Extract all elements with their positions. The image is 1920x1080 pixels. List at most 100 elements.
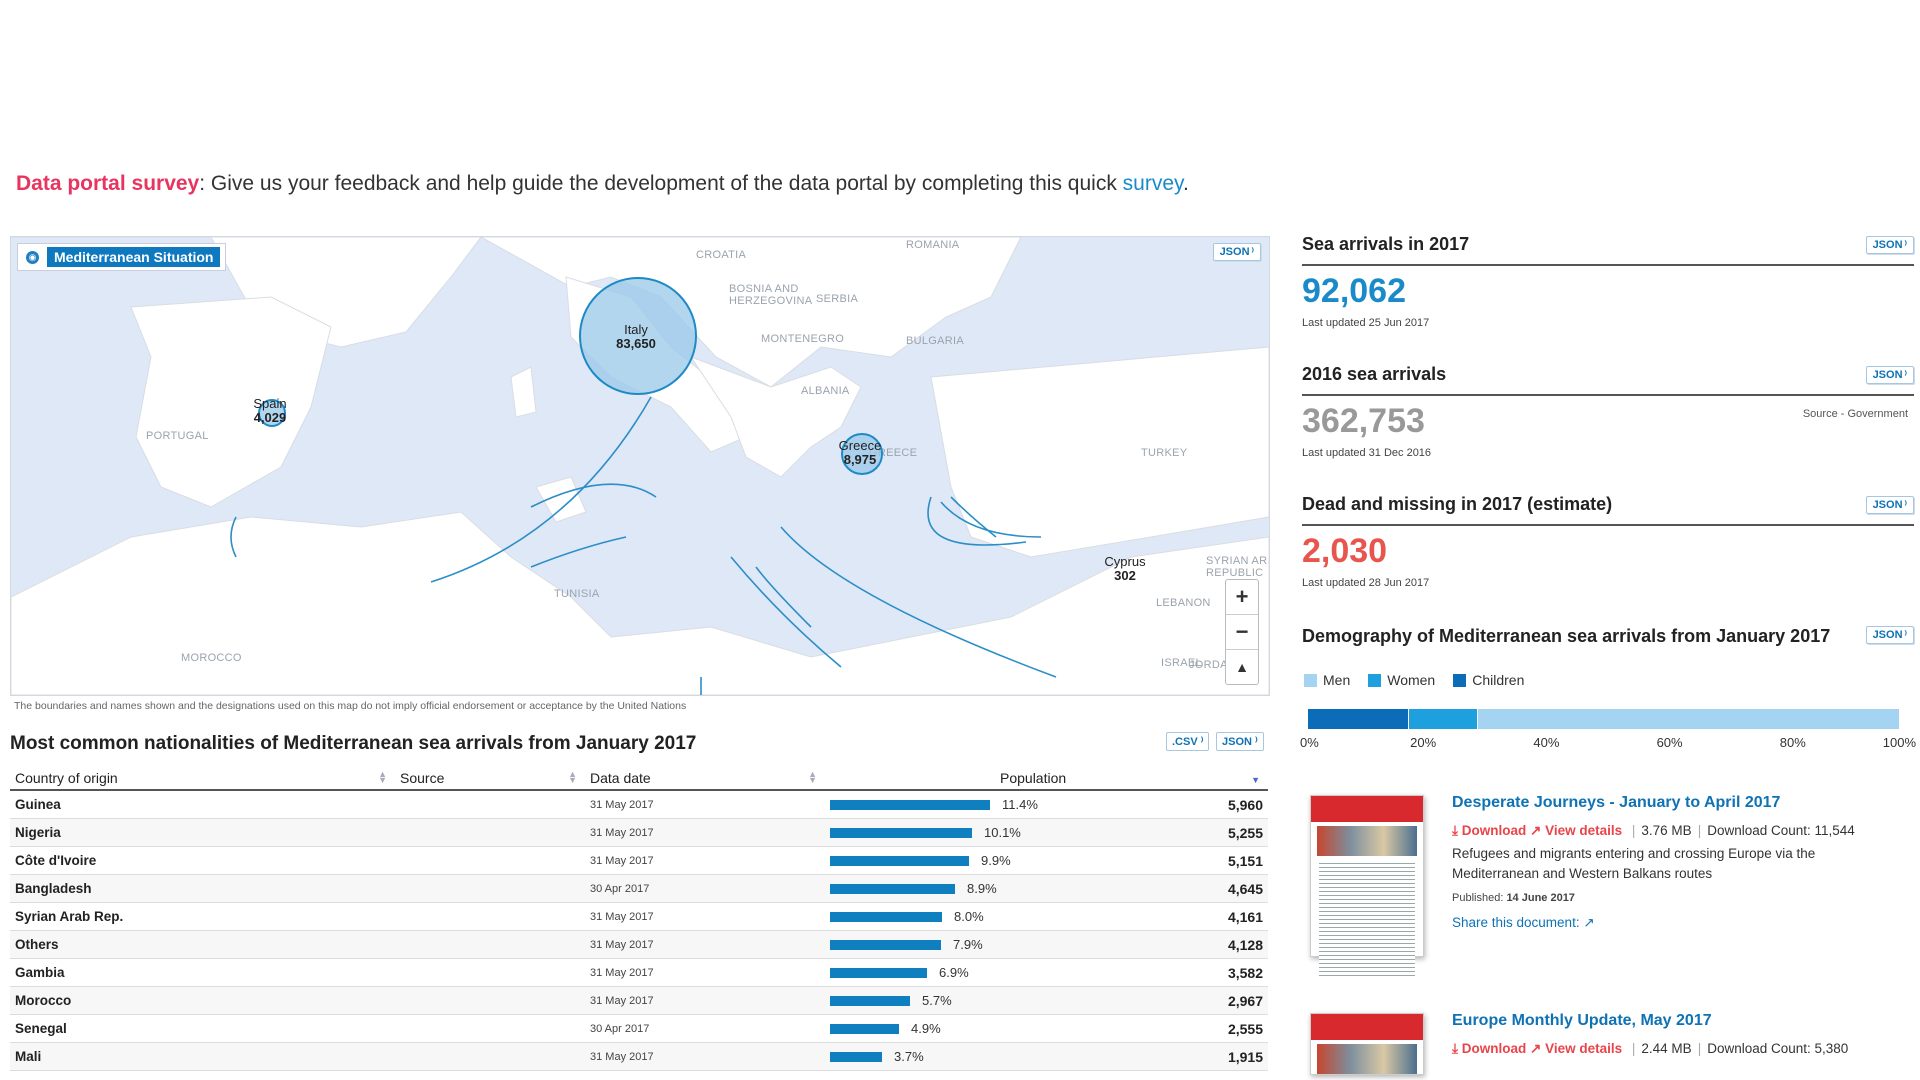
doc-count: Download Count: 11,544	[1707, 823, 1855, 838]
demography-title: Demography of Mediterranean sea arrivals…	[1302, 626, 1831, 646]
mediterranean-map[interactable]: ◉ Mediterranean Situation JSON ⁾ ROMANIA …	[10, 236, 1270, 696]
cell-date: 31 May 2017	[585, 818, 825, 847]
cell-country: Nigeria	[10, 818, 395, 847]
cell-population: 2,967	[1192, 986, 1268, 1015]
demography-children-segment[interactable]	[1308, 709, 1410, 729]
population-bar	[830, 855, 969, 866]
demography-women-segment[interactable]	[1409, 709, 1478, 729]
table-row: Côte d'Ivoire 31 May 2017 9.9% 5,151	[10, 846, 1268, 875]
cell-bar: 9.9%	[825, 846, 1193, 875]
doc-size: 2.44 MB	[1641, 1041, 1692, 1056]
sort-icon: ▲ ▼	[808, 769, 817, 785]
map-title: Mediterranean Situation	[47, 247, 221, 267]
stat-value: 2,030	[1302, 532, 1388, 570]
stat-sea-arrivals-2017: Sea arrivals in 2017 JSON ⁾ 92,062 Last u…	[1302, 234, 1914, 329]
view-details-link[interactable]: View details	[1545, 823, 1623, 838]
cell-bar: 3.7%	[825, 1042, 1193, 1071]
axis-tick-label: 80%	[1779, 735, 1806, 750]
country-label: BOSNIA AND HERZEGOVINA	[729, 283, 813, 307]
cell-source	[395, 930, 585, 959]
sort-icon: ▲ ▼	[568, 769, 577, 785]
doc-share[interactable]: Share this document: ↗	[1452, 915, 1595, 930]
spain-bubble[interactable]	[258, 399, 286, 427]
cell-country: Others	[10, 930, 395, 959]
doc-thumbnail[interactable]	[1310, 795, 1424, 978]
greece-bubble[interactable]	[841, 433, 883, 475]
stat-updated: Last updated 28 Jun 2017	[1302, 577, 1430, 589]
cell-population: 5,960	[1192, 790, 1268, 819]
cell-country: Syrian Arab Rep.	[10, 902, 395, 931]
col-population[interactable]: Population ▼	[825, 767, 1268, 791]
doc-title[interactable]: Europe Monthly Update, May 2017	[1452, 1012, 1712, 1029]
demography-men-segment[interactable]	[1477, 709, 1900, 729]
survey-link[interactable]: survey	[1122, 172, 1183, 195]
stat-title: Dead and missing in 2017 (estimate)	[1302, 494, 1613, 514]
col-country[interactable]: Country of origin ▲ ▼	[10, 767, 395, 791]
table-title: Most common nationalities of Mediterrane…	[10, 733, 697, 754]
cell-population: 2,555	[1192, 1014, 1268, 1043]
stat-dead-missing: Dead and missing in 2017 (estimate) JSON…	[1302, 494, 1914, 589]
external-link-icon: ↗	[1530, 823, 1542, 838]
italy-bubble[interactable]	[579, 277, 697, 395]
legend-men: Men	[1304, 672, 1350, 688]
table-row: Syrian Arab Rep. 31 May 2017 8.0% 4,161	[10, 902, 1268, 931]
doc-title[interactable]: Desperate Journeys - January to April 20…	[1452, 794, 1781, 811]
download-icon: ⤓	[1452, 1041, 1458, 1056]
italy-label: Italy 83,650	[616, 322, 656, 351]
zoom-controls: + − ▲	[1225, 579, 1259, 685]
download-link[interactable]: Download	[1461, 823, 1527, 838]
doc-count: Download Count: 5,380	[1707, 1041, 1849, 1056]
csv-button[interactable]: .CSV ⁾	[1166, 732, 1210, 751]
stat-title: 2016 sea arrivals	[1302, 364, 1447, 384]
cell-date: 30 Apr 2017	[585, 874, 825, 903]
cell-population: 3,582	[1192, 958, 1268, 987]
cell-bar: 7.9%	[825, 930, 1193, 959]
population-pct: 8.0%	[954, 909, 984, 925]
zoom-in-button[interactable]: +	[1226, 580, 1258, 615]
cell-country: Guinea	[10, 790, 395, 819]
col-source[interactable]: Source ▲ ▼	[395, 767, 585, 791]
table-row: Mali 31 May 2017 3.7% 1,915	[10, 1042, 1268, 1071]
stat-json-button[interactable]: JSON ⁾	[1865, 496, 1914, 514]
axis-tick-label: 60%	[1656, 735, 1683, 750]
population-bar	[830, 799, 990, 810]
map-title-badge[interactable]: ◉ Mediterranean Situation	[17, 243, 227, 271]
map-json-button[interactable]: JSON ⁾	[1212, 243, 1261, 261]
population-pct: 8.9%	[967, 881, 997, 897]
stat-value: 362,753	[1302, 402, 1425, 440]
stat-updated: Last updated 31 Dec 2016	[1302, 447, 1432, 459]
doc-links: ⤓ Download ↗ View details | 3.76 MB | Downl…	[1452, 823, 1855, 838]
country-label: CROATIA	[696, 249, 747, 261]
cell-population: 5,255	[1192, 818, 1268, 847]
share-icon: ↗	[1583, 915, 1595, 930]
zoom-out-button[interactable]: −	[1226, 615, 1258, 650]
table-json-button[interactable]: JSON ⁾	[1216, 732, 1264, 751]
table-row: Guinea 31 May 2017 11.4% 5,960	[10, 790, 1268, 819]
cell-country: Morocco	[10, 986, 395, 1015]
doc-thumbnail[interactable]	[1310, 1013, 1424, 1075]
north-reset-button[interactable]: ▲	[1235, 659, 1249, 675]
download-link[interactable]: Download	[1461, 1041, 1527, 1056]
table-row: Morocco 31 May 2017 5.7% 2,967	[10, 986, 1268, 1015]
cell-population: 5,151	[1192, 846, 1268, 875]
cell-bar: 6.9%	[825, 958, 1193, 987]
cell-source	[395, 874, 585, 903]
cell-country: Côte d'Ivoire	[10, 846, 395, 875]
country-label: MONTENEGRO	[761, 333, 845, 345]
stat-json-button[interactable]: JSON ⁾	[1865, 366, 1914, 384]
col-date[interactable]: Data date ▲ ▼	[585, 767, 825, 791]
demography-json-button[interactable]: JSON ⁾	[1865, 626, 1914, 644]
stat-json-button[interactable]: JSON ⁾	[1865, 236, 1914, 254]
cell-source	[395, 1014, 585, 1043]
cell-date: 31 May 2017	[585, 1042, 825, 1071]
demography-legend: Men Women Children	[1304, 672, 1524, 688]
view-details-link[interactable]: View details	[1545, 1041, 1623, 1056]
survey-end: .	[1182, 172, 1189, 195]
population-bar	[830, 1051, 882, 1062]
table-row: Gambia 31 May 2017 6.9% 3,582	[10, 958, 1268, 987]
cell-date: 31 May 2017	[585, 958, 825, 987]
cell-date: 31 May 2017	[585, 790, 825, 819]
spain-label: Spain 4,029	[253, 396, 287, 425]
demography-header: Demography of Mediterranean sea arrivals…	[1302, 626, 1914, 647]
stat-updated: Last updated 25 Jun 2017	[1302, 317, 1430, 329]
